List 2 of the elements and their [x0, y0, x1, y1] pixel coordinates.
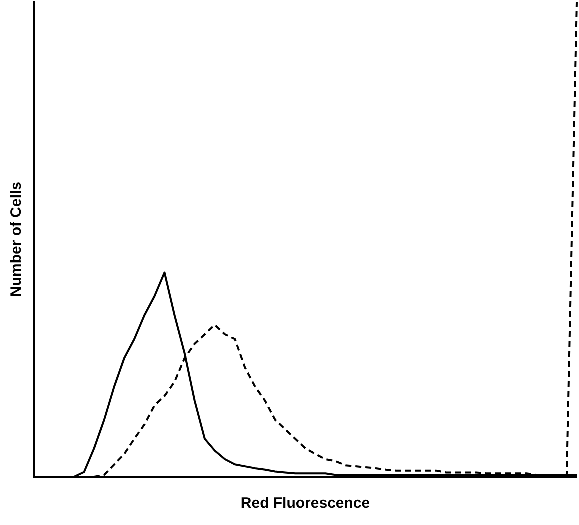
y-axis-title: Number of Cells	[8, 182, 26, 298]
x-axis-title: Red Fluorescence	[240, 495, 370, 512]
